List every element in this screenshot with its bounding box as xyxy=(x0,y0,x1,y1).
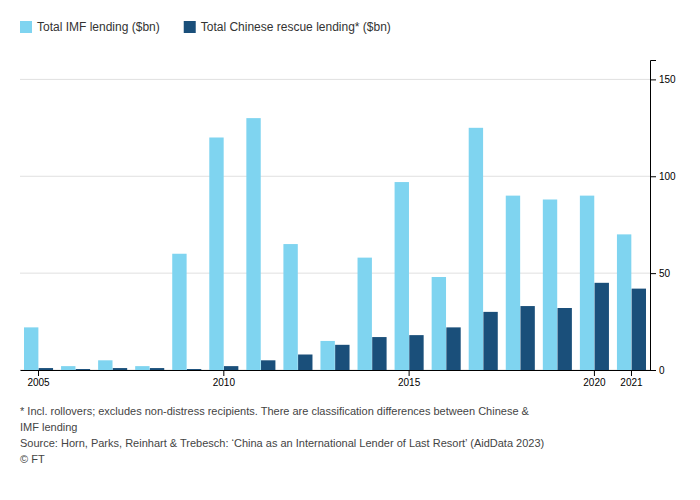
legend-item: Total IMF lending ($bn) xyxy=(20,20,160,34)
x-tick-mark xyxy=(594,370,595,376)
legend-label: Total Chinese rescue lending* ($bn) xyxy=(201,20,391,34)
grid-line xyxy=(20,176,650,177)
y-tick-label: 50 xyxy=(659,268,671,279)
bar xyxy=(483,312,497,370)
bar xyxy=(187,369,201,370)
bar xyxy=(76,369,90,370)
bar xyxy=(261,360,275,370)
x-tick-label: 2021 xyxy=(620,377,643,388)
x-tick-mark xyxy=(631,370,632,376)
bar xyxy=(632,289,646,370)
footnote: © FT xyxy=(20,453,45,465)
bar xyxy=(24,327,38,370)
bar xyxy=(298,355,312,371)
bar xyxy=(432,277,446,370)
x-tick-label: 2020 xyxy=(583,377,606,388)
x-tick: 2020 xyxy=(583,370,606,388)
bar xyxy=(135,366,149,370)
x-axis: 2005 2010 2015 2020 2021 xyxy=(21,370,651,388)
bar xyxy=(61,366,75,370)
grid-line xyxy=(20,79,650,80)
bar xyxy=(520,306,534,370)
bar xyxy=(209,138,223,371)
x-tick: 2005 xyxy=(27,370,50,388)
x-tick-label: 2010 xyxy=(213,377,236,388)
bar xyxy=(506,196,520,370)
grid xyxy=(20,79,650,370)
bar xyxy=(543,200,557,371)
x-tick-mark xyxy=(409,370,410,376)
bar xyxy=(39,368,53,370)
bar xyxy=(283,244,297,370)
legend: Total IMF lending ($bn) Total Chinese res… xyxy=(20,20,391,34)
x-tick-mark xyxy=(38,370,39,376)
x-tick: 2015 xyxy=(398,370,421,388)
bar xyxy=(98,360,112,370)
plot: 2005 2010 2015 2020 2021 0 50 100 150 xyxy=(20,61,676,389)
bar xyxy=(580,196,594,370)
bar xyxy=(395,182,409,370)
x-tick: 2021 xyxy=(620,370,643,388)
y-axis-line xyxy=(651,61,657,371)
bar xyxy=(320,341,334,370)
bar-series xyxy=(39,283,646,370)
bar xyxy=(595,283,609,370)
y-tick-mark xyxy=(650,273,656,274)
legend-swatch xyxy=(20,21,32,33)
x-tick-mark xyxy=(223,370,224,376)
x-tick-label: 2015 xyxy=(398,377,421,388)
y-tick-label: 150 xyxy=(659,74,676,85)
bar-series xyxy=(24,118,631,370)
x-tick-label: 2005 xyxy=(27,377,50,388)
y-tick-mark xyxy=(650,176,656,177)
bar xyxy=(224,366,238,370)
legend-label: Total IMF lending ($bn) xyxy=(37,20,160,34)
legend-item: Total Chinese rescue lending* ($bn) xyxy=(184,20,391,34)
y-tick-mark xyxy=(650,79,656,80)
y-tick: 0 xyxy=(650,365,665,376)
y-tick: 150 xyxy=(650,74,676,85)
x-axis-line xyxy=(21,370,651,371)
x-tick: 2010 xyxy=(213,370,236,388)
bar xyxy=(246,118,260,370)
y-tick-mark xyxy=(650,370,656,371)
bar xyxy=(469,128,483,370)
footnote: * Incl. rollovers; excludes non-distress… xyxy=(20,405,530,417)
legend-swatch xyxy=(184,21,196,33)
bar xyxy=(358,258,372,370)
footnote: Source: Horn, Parks, Reinhart & Trebesch… xyxy=(20,437,544,449)
bar xyxy=(372,337,386,370)
y-tick: 50 xyxy=(650,268,671,279)
bar xyxy=(617,234,631,370)
bar xyxy=(557,308,571,370)
bar xyxy=(150,368,164,370)
y-axis: 0 50 100 150 xyxy=(650,61,676,376)
y-tick-label: 100 xyxy=(659,171,676,182)
bar xyxy=(409,335,423,370)
bar xyxy=(113,368,127,370)
bars xyxy=(24,118,646,370)
bar xyxy=(335,345,349,370)
bar xyxy=(446,327,460,370)
y-tick-label: 0 xyxy=(659,365,665,376)
bar xyxy=(172,254,186,370)
chart: 2005 2010 2015 2020 2021 0 50 100 150 Total IMF l… xyxy=(0,0,700,500)
footnote: IMF lending xyxy=(20,421,77,433)
y-tick: 100 xyxy=(650,171,676,182)
footnotes: * Incl. rollovers; excludes non-distress… xyxy=(20,405,544,465)
